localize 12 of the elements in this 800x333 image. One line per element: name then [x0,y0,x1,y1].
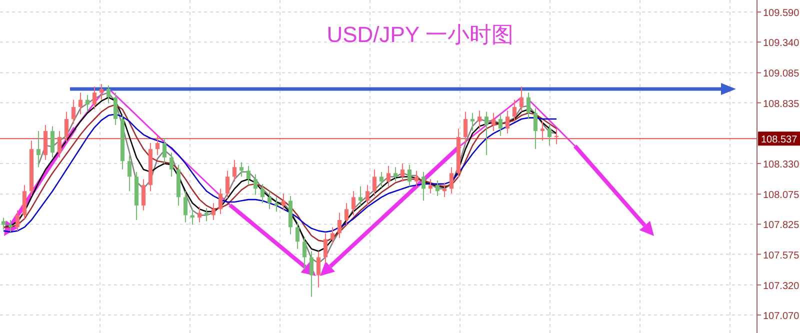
y-tick-label: 107.070 [763,310,800,322]
y-tick-label: 108.075 [763,190,800,202]
text: USD/JPY 一小时图 [326,22,514,47]
ref-line-label: 108.537 [761,134,798,146]
y-tick-label: 109.340 [763,38,800,50]
y-tick-label: 109.590 [763,8,800,20]
y-tick-label: 108.835 [763,98,800,110]
y-tick-label: 107.575 [763,250,800,262]
y-tick-label: 108.330 [763,159,800,170]
y-tick-label: 107.825 [763,220,800,232]
y-tick-label: 109.085 [763,68,800,80]
y-tick-label: 107.320 [763,280,800,292]
